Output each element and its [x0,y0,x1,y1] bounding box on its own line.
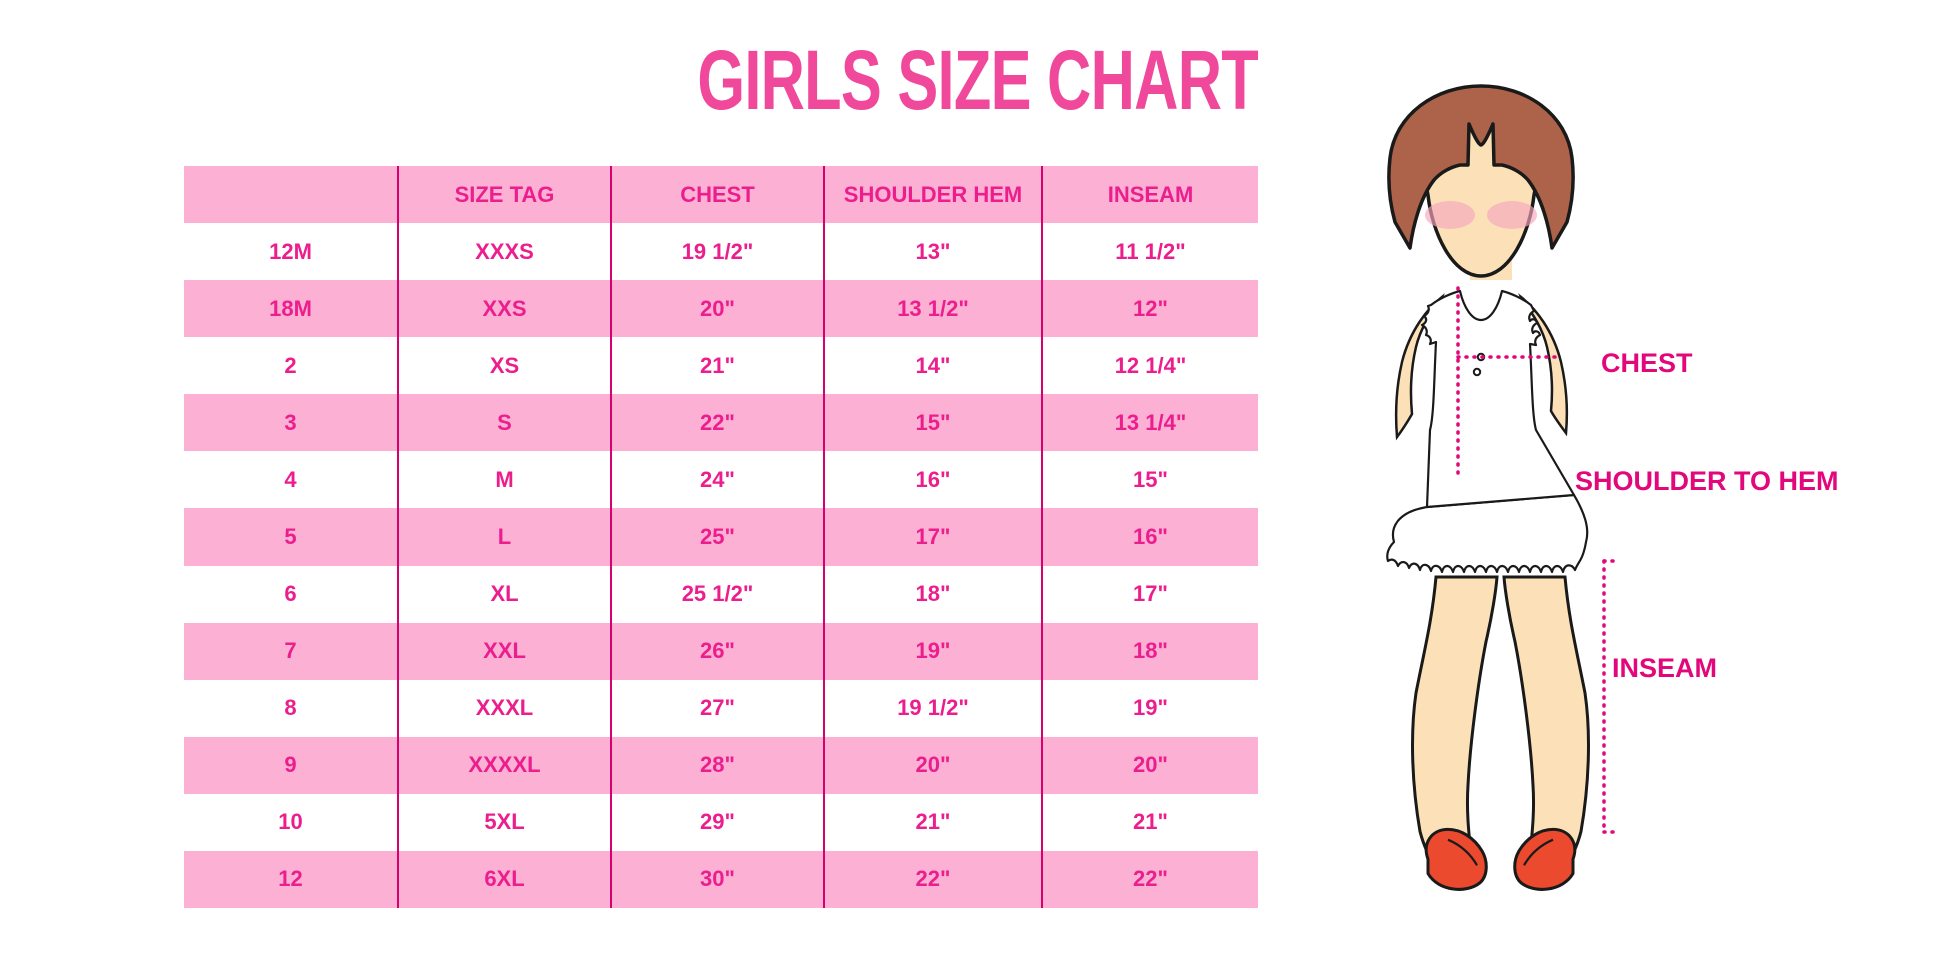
svg-text:CHEST: CHEST [1601,348,1693,378]
svg-text:SHOULDER TO HEM: SHOULDER TO HEM [1575,466,1839,496]
svg-text:INSEAM: INSEAM [1612,653,1717,683]
